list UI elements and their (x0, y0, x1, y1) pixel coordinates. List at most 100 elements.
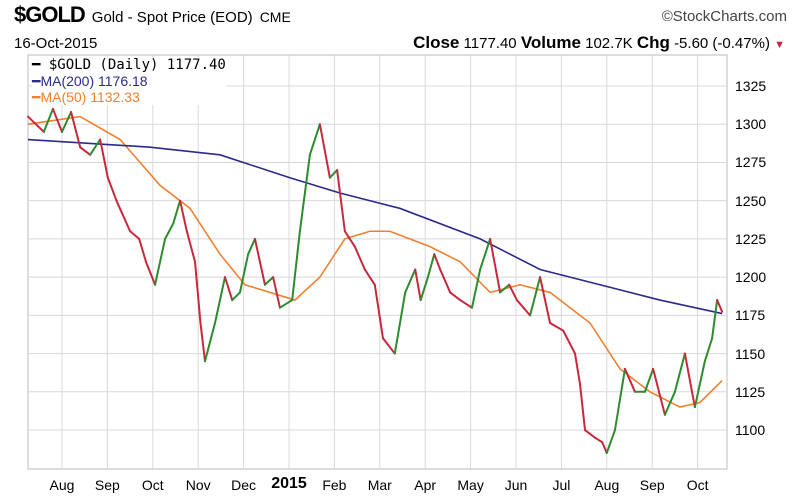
price-segment (79, 146, 92, 156)
price-segment (499, 283, 511, 294)
price-segment (26, 115, 45, 133)
price-segment (459, 299, 473, 309)
y-tick-label: 1100 (735, 422, 766, 439)
price-segment (194, 260, 202, 324)
close-label: Close (413, 33, 460, 52)
legend: ━ $GOLD (Daily) 1177.40 ━MA(200) 1176.18… (32, 57, 226, 105)
x-tick-label: Aug (594, 477, 620, 493)
price-segment (179, 199, 188, 233)
x-tick-label: May (457, 477, 484, 493)
price-segment (172, 199, 182, 225)
price-segment (291, 230, 301, 302)
price-segment (129, 230, 141, 240)
down-triangle-icon: ▼ (774, 39, 785, 51)
price-segment (643, 367, 655, 393)
price-segment (308, 123, 321, 156)
price-segment (584, 429, 596, 439)
y-tick-label: 1150 (735, 345, 766, 362)
price-segment (515, 299, 532, 317)
price-segment (539, 276, 552, 324)
price-segment (683, 352, 696, 409)
legend-ma50: MA(50) 1132.33 (40, 89, 140, 105)
x-tick-label: Sep (94, 477, 120, 493)
price-segment (393, 291, 407, 355)
price-segment (529, 276, 542, 317)
price-segment (272, 276, 281, 309)
price-segment (623, 367, 636, 393)
price-segment (479, 237, 492, 271)
copyright: ©StockCharts.com (661, 8, 787, 25)
x-tick-label: Mar (367, 477, 392, 493)
price-segment (115, 199, 132, 233)
price-segment (61, 110, 73, 133)
close-value: 1177.40 (463, 35, 517, 52)
price-segment (51, 107, 63, 133)
price-segment (381, 337, 396, 355)
price-segment (223, 276, 234, 302)
price-segment (716, 299, 724, 313)
price-segment (549, 321, 565, 332)
price-segment (318, 123, 331, 179)
chg-label: Chg (636, 33, 670, 52)
price-segment (373, 283, 384, 340)
price-segment (231, 291, 241, 302)
y-tick-label: 1225 (735, 230, 767, 247)
price-segment (253, 237, 266, 286)
legend-price: $GOLD (Daily) 1177.40 (48, 57, 226, 73)
price-segment (154, 237, 167, 286)
price-stats: Close 1177.40 Volume 102.7K Chg -5.60 (-… (413, 33, 785, 53)
price-segment (419, 276, 429, 302)
price-segment (238, 253, 250, 294)
price-segment (138, 237, 147, 263)
price-segment (213, 276, 226, 324)
price-segment (278, 299, 294, 309)
price-segment (652, 367, 666, 416)
x-tick-label: Oct (141, 477, 164, 493)
price-segment (247, 237, 256, 256)
price-segment (433, 253, 442, 271)
price-segment (489, 237, 502, 294)
price-segment (414, 268, 422, 302)
price-segment (353, 245, 366, 271)
y-tick-label: 1300 (735, 116, 767, 133)
ma200-line (27, 138, 723, 315)
chart-date: 16-Oct-2015 (14, 35, 98, 52)
price-segment (605, 429, 616, 454)
price-segment (574, 352, 582, 386)
header-row: $GOLD Gold - Spot Price (EOD) CME (14, 2, 291, 28)
price-segment (185, 230, 197, 263)
price-segment (106, 176, 118, 202)
price-segment (99, 138, 109, 179)
y-tick-label: 1175 (735, 307, 766, 324)
price-segment (579, 383, 587, 432)
x-tick-label: Jul (552, 477, 571, 493)
y-tick-label: 1200 (735, 269, 767, 286)
price-segment (42, 107, 54, 133)
price-segment (673, 352, 686, 393)
y-tick-label: 1325 (735, 78, 767, 94)
legend-ma200: MA(200) 1176.18 (40, 73, 148, 89)
x-tick-label: Jun (504, 477, 528, 493)
price-segment (470, 268, 482, 309)
x-tick-label: Nov (185, 477, 211, 493)
price-segment (562, 329, 577, 355)
price-segment (363, 268, 376, 286)
price-segment (449, 291, 462, 302)
price-segment (343, 230, 356, 248)
price-segment (204, 321, 216, 363)
price-segment (508, 283, 518, 302)
price-segment (164, 222, 175, 240)
price-segment (199, 321, 207, 363)
x-tick-label: Oct (686, 477, 709, 493)
price-segment (693, 360, 706, 409)
y-tick-label: 1275 (735, 154, 767, 171)
price-segment (711, 299, 719, 340)
x-tick-label: Sep (639, 477, 665, 493)
price-segment (144, 260, 157, 286)
price-segment (404, 268, 417, 294)
x-tick-label: Apr (414, 477, 437, 493)
price-segment (263, 276, 275, 286)
price-segment (336, 169, 346, 233)
price-segment (601, 441, 608, 454)
price-segment (663, 390, 676, 416)
